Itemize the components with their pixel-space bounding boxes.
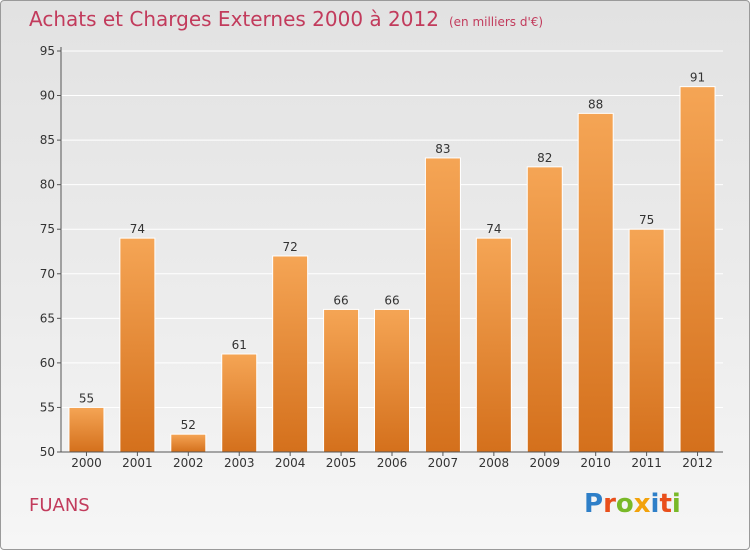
bar-2010 (577, 112, 614, 453)
data-label: 88 (588, 97, 603, 111)
bar-2006 (374, 308, 410, 453)
y-tick-label: 85 (40, 133, 55, 147)
x-tick-label: 2012 (682, 456, 713, 470)
logo-letter: r (603, 489, 616, 519)
y-tick-label: 90 (40, 89, 55, 103)
bar-2001 (119, 237, 156, 453)
data-label: 91 (690, 71, 705, 85)
bar-2007 (424, 157, 461, 453)
bar-2009 (526, 166, 563, 453)
proxiti-logo: Proxiti (584, 489, 681, 519)
x-tick-label: 2008 (479, 456, 510, 470)
bar-2004 (272, 255, 309, 453)
data-label: 74 (130, 222, 145, 236)
bars (68, 86, 716, 453)
x-tick-label: 2002 (173, 456, 204, 470)
y-tick-label: 75 (40, 222, 55, 236)
x-tick-label: 2004 (275, 456, 306, 470)
place-name: FUANS (29, 495, 90, 516)
logo-letter: o (615, 489, 634, 519)
logo-letter: i (650, 489, 660, 519)
y-tick-label: 95 (40, 44, 55, 58)
y-tick-labels: 50 55 60 65 70 75 80 85 90 95 (40, 44, 55, 459)
data-label: 55 (79, 391, 94, 405)
chart-subtitle: (en milliers d'€) (448, 15, 544, 29)
axes (57, 47, 723, 456)
data-label: 82 (537, 151, 552, 165)
bar-2005 (323, 308, 360, 453)
data-label: 66 (333, 293, 348, 307)
x-tick-label: 2011 (631, 456, 662, 470)
y-tick-label: 55 (40, 400, 55, 414)
bar-2011 (628, 228, 665, 453)
bar-2012 (679, 86, 716, 453)
chart-title: Achats et Charges Externes 2000 à 2012 (e… (29, 7, 543, 31)
data-label: 72 (283, 240, 298, 254)
logo-letter: P (584, 489, 604, 519)
data-label: 52 (181, 418, 196, 432)
y-tick-label: 65 (40, 311, 55, 325)
x-tick-label: 2010 (580, 456, 611, 470)
x-tick-label: 2006 (377, 456, 408, 470)
x-tick-label: 2000 (71, 456, 102, 470)
x-tick-label: 2009 (529, 456, 560, 470)
x-tick-label: 2007 (428, 456, 459, 470)
x-tick-label: 2003 (224, 456, 255, 470)
bar-2003 (221, 353, 258, 453)
bar-2002 (170, 433, 207, 453)
y-tick-label: 80 (40, 178, 55, 192)
data-label: 61 (232, 338, 247, 352)
x-tick-label: 2001 (122, 456, 153, 470)
y-tick-label: 70 (40, 267, 55, 281)
bar-2000 (68, 406, 105, 453)
chart-title-text: Achats et Charges Externes 2000 à 2012 (29, 7, 439, 31)
data-label: 83 (435, 142, 450, 156)
logo-letter: x (633, 489, 651, 519)
data-label: 66 (384, 293, 399, 307)
data-label: 75 (639, 213, 654, 227)
x-tick-label: 2005 (326, 456, 357, 470)
y-tick-label: 60 (40, 356, 55, 370)
bar-2008 (475, 237, 512, 453)
logo-letter: t (659, 489, 672, 519)
data-labels: 55 74 52 61 72 66 66 83 74 82 88 75 91 (79, 71, 705, 433)
logo-letter: i (671, 489, 681, 519)
y-tick-label: 50 (40, 445, 55, 459)
data-label: 74 (486, 222, 501, 236)
x-tick-labels: 2000 2001 2002 2003 2004 2005 2006 2007 2008 2009… (71, 456, 713, 470)
